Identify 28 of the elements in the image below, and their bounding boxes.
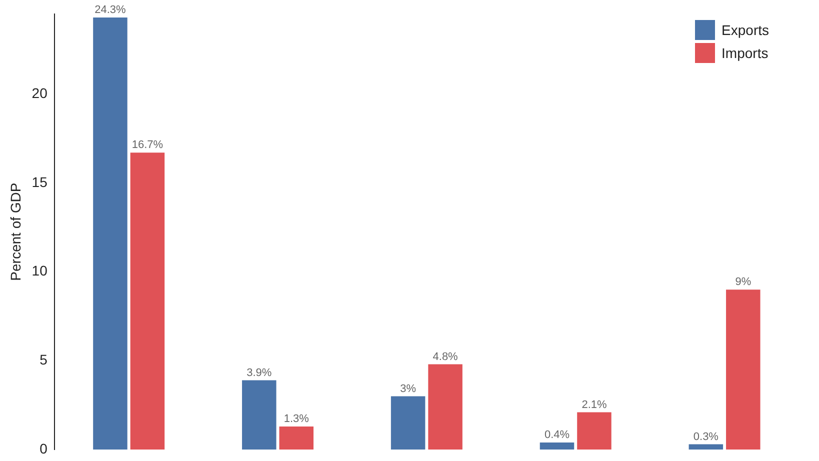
bar: [577, 412, 612, 450]
data-label: 2.1%: [582, 398, 607, 411]
y-tick-label: 15: [32, 174, 48, 190]
y-tick-label: 10: [32, 262, 48, 279]
legend-label: Exports: [722, 22, 769, 38]
data-label: 3%: [400, 382, 416, 395]
bar: [93, 18, 128, 450]
y-tick-label: 0: [40, 440, 48, 456]
bar: [242, 380, 276, 450]
data-label: 4.8%: [432, 350, 458, 363]
y-tick-label: 5: [40, 352, 48, 368]
bar: [540, 442, 574, 450]
bar: [279, 426, 314, 450]
data-label: 3.9%: [246, 366, 272, 379]
bar: [726, 290, 760, 450]
data-label: 24.3%: [94, 4, 126, 16]
bar: [390, 396, 426, 450]
bar: [688, 444, 724, 450]
bar: [428, 364, 462, 450]
legend-label: Imports: [722, 44, 768, 60]
data-label: 16.7%: [132, 139, 164, 152]
data-label: 1.3%: [284, 413, 310, 426]
y-tick-label: 20: [32, 84, 48, 101]
data-label: 0.3%: [693, 430, 719, 443]
data-label: 9%: [735, 276, 752, 288]
bar: [130, 152, 165, 450]
data-label: 0.4%: [544, 429, 570, 442]
y-axis-title: Percent of GDP: [7, 182, 24, 281]
